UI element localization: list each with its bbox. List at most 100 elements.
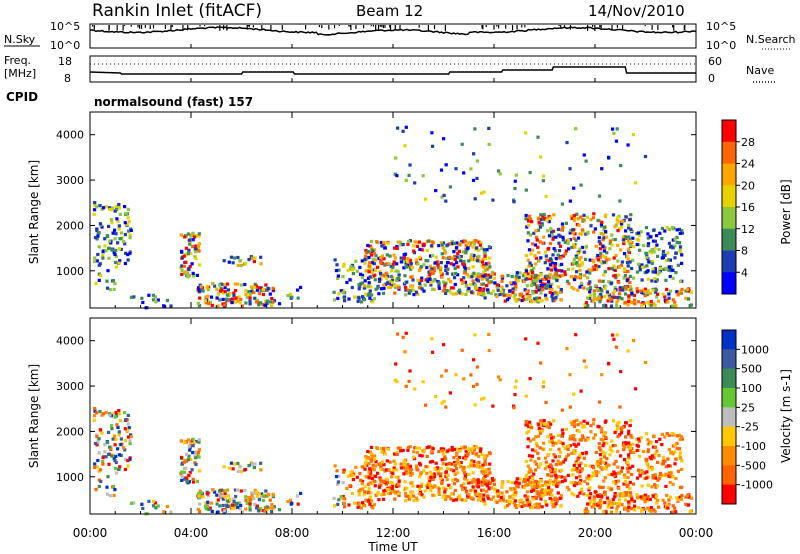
velocity-data [92,331,694,516]
velocity-cell [93,462,97,466]
velocity-cell [675,441,679,445]
velocity-cell [471,471,475,475]
power-cell [119,237,123,241]
velocity-cell [525,495,529,499]
velocity-cell [464,457,468,461]
velocity-cell [629,494,633,498]
velocity-cell [113,466,118,471]
power-cell [368,261,372,265]
velocity-cell [453,472,457,476]
velocity-cell [671,452,675,456]
power-cell [180,268,184,272]
velocity-cell [588,477,592,481]
power-cell [616,243,620,248]
velocity-cell [218,489,222,493]
velocity-cell [476,485,481,489]
power-cell [629,227,633,231]
power-cell [355,269,359,273]
velocity-cell [620,428,624,432]
velocity-cell [680,459,684,463]
power-cell [524,253,528,258]
velocity-cell [611,444,615,448]
velocity-cell [249,498,253,502]
power-cell [677,227,681,231]
power-cell [406,288,410,292]
power-cell [631,236,635,240]
power-cell [595,288,599,292]
velocity-cell [379,462,383,466]
power-cell [268,300,273,304]
power-cell [432,266,436,270]
power-cell [239,263,244,268]
power-cell [123,205,127,209]
power-cell [560,202,564,206]
velocity-cell [627,429,631,433]
velocity-cell [536,434,540,438]
power-cell [607,155,611,159]
velocity-cell [211,488,215,492]
velocity-cell [598,503,603,508]
velocity-cell [596,464,601,468]
velocity-cell [603,492,607,496]
power-cell [543,261,547,265]
velocity-cell [637,439,641,443]
power-cell [508,294,512,298]
power-cell [656,292,660,296]
power-cell [627,247,631,251]
power-cell [570,228,574,232]
velocity-cell [622,473,627,477]
velocity-cell [388,491,393,495]
velocity-cell [391,468,395,473]
velocity-cell [372,468,376,472]
velocity-cell [467,465,471,469]
velocity-cell [673,462,677,466]
power-cell [570,245,574,249]
velocity-cell [482,476,486,481]
velocity-cell [95,411,99,415]
velocity-cell [436,469,440,473]
velocity-cell [523,494,527,498]
power-cell [525,225,529,229]
velocity-cell [469,461,473,465]
power-cell [489,280,493,284]
velocity-cell [537,428,542,432]
power-cell [536,279,540,283]
power-cell [429,281,433,285]
power-cell [524,217,528,221]
velocity-cell [402,462,406,466]
velocity-cell [215,502,219,506]
velocity-cell [406,445,411,450]
power-cell [646,244,650,248]
power-cell [392,284,397,288]
power-cell [622,276,626,280]
velocity-cell [572,448,576,453]
power-cell [477,248,481,252]
velocity-cell [627,453,631,457]
velocity-cell [244,498,248,502]
power-cell [643,287,648,291]
velocity-cell [590,474,594,478]
velocity-cell [367,499,371,503]
power-cell [406,263,410,267]
power-cell [485,248,489,252]
velocity-cell [550,488,554,492]
velocity-cell [364,457,368,461]
velocity-cell [680,467,684,471]
power-cell [452,263,456,267]
power-cell [605,290,609,294]
power-cell [428,272,432,276]
velocity-cell [380,460,385,464]
power-cell [382,273,386,278]
power-cell [248,299,252,303]
power-cell [615,303,619,307]
velocity-cell [526,483,530,487]
power-cell [671,304,675,308]
power-cell [220,288,224,292]
velocity-cell [615,423,619,428]
power-cell [347,297,351,301]
power-cell [442,241,446,245]
power-cell [496,283,500,287]
power-cell [499,289,503,293]
power-cell [601,279,605,283]
power-cell [500,279,504,283]
